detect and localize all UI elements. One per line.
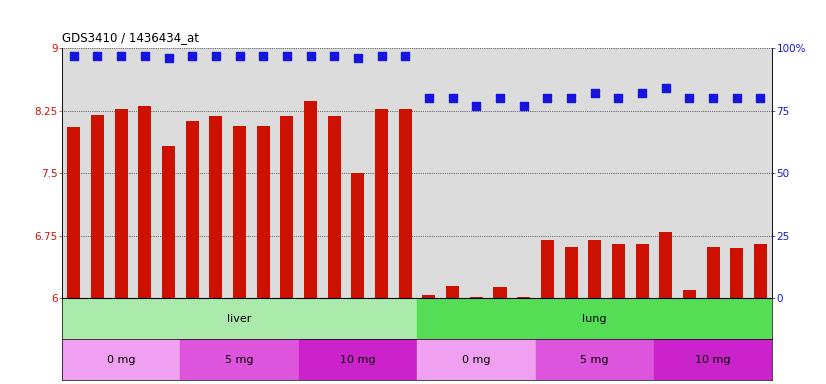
Bar [186, 121, 199, 298]
Bar [612, 244, 625, 298]
Bar [493, 287, 506, 298]
Point [588, 90, 601, 96]
Bar [257, 126, 270, 298]
Bar [304, 101, 317, 298]
Bar [162, 146, 175, 298]
Text: liver: liver [227, 314, 252, 324]
Text: 5 mg: 5 mg [225, 355, 254, 365]
Point [446, 95, 459, 101]
Point [233, 53, 246, 59]
Text: 10 mg: 10 mg [340, 355, 376, 365]
Bar [67, 127, 80, 298]
Bar [659, 232, 672, 298]
Point [351, 55, 364, 61]
Point [564, 95, 577, 101]
Point [115, 53, 128, 59]
Bar [470, 296, 483, 298]
Point [612, 95, 625, 101]
Point [209, 53, 222, 59]
Bar [535, 339, 654, 380]
Bar [588, 240, 601, 298]
Bar [115, 109, 128, 298]
Point [328, 53, 341, 59]
Bar [180, 339, 299, 380]
Bar [635, 244, 648, 298]
Point [67, 53, 80, 59]
Point [659, 85, 672, 91]
Bar [138, 106, 151, 298]
Point [162, 55, 175, 61]
Point [399, 53, 412, 59]
Point [422, 95, 435, 101]
Bar [754, 244, 767, 298]
Bar [399, 109, 412, 298]
Text: 0 mg: 0 mg [462, 355, 491, 365]
Bar [91, 115, 104, 298]
Point [304, 53, 317, 59]
Bar [730, 248, 743, 298]
Text: lung: lung [582, 314, 607, 324]
Bar [654, 339, 772, 380]
Text: 10 mg: 10 mg [695, 355, 731, 365]
Bar [299, 339, 417, 380]
Bar [417, 339, 535, 380]
Text: 5 mg: 5 mg [581, 355, 609, 365]
Point [706, 95, 719, 101]
Bar [233, 126, 246, 298]
Bar [280, 116, 293, 298]
Bar [62, 339, 180, 380]
Point [635, 90, 648, 96]
Point [91, 53, 104, 59]
Point [138, 53, 151, 59]
Point [257, 53, 270, 59]
Point [683, 95, 696, 101]
Bar [209, 116, 222, 298]
Bar [417, 298, 772, 339]
Bar [62, 298, 417, 339]
Bar [375, 109, 388, 298]
Point [517, 103, 530, 109]
Bar [706, 247, 719, 298]
Point [470, 103, 483, 109]
Point [730, 95, 743, 101]
Bar [683, 290, 696, 298]
Bar [328, 116, 341, 298]
Text: GDS3410 / 1436434_at: GDS3410 / 1436434_at [62, 31, 199, 44]
Point [493, 95, 506, 101]
Point [375, 53, 388, 59]
Bar [422, 295, 435, 298]
Text: 0 mg: 0 mg [107, 355, 135, 365]
Point [541, 95, 554, 101]
Point [280, 53, 293, 59]
Bar [564, 247, 577, 298]
Point [186, 53, 199, 59]
Bar [446, 286, 459, 298]
Bar [541, 240, 554, 298]
Point [754, 95, 767, 101]
Bar [351, 173, 364, 298]
